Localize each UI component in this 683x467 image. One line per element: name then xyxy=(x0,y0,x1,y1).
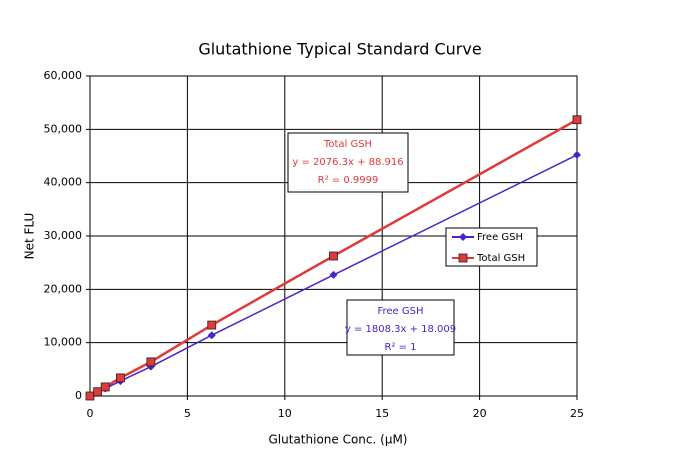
legend-label: Free GSH xyxy=(477,232,523,243)
marker xyxy=(207,331,216,340)
annotation-text: R² = 1 xyxy=(384,342,416,353)
x-axis-title: Glutathione Conc. (µM) xyxy=(269,433,408,447)
marker xyxy=(207,320,217,330)
marker xyxy=(116,373,125,383)
y-tick-label: 10,000 xyxy=(44,336,83,349)
marker xyxy=(329,270,338,279)
annotation-text: Total GSH xyxy=(323,139,372,150)
x-tick-label: 15 xyxy=(375,407,389,420)
x-tick-label: 20 xyxy=(473,407,487,420)
y-tick-label: 40,000 xyxy=(44,176,83,189)
annotation-box xyxy=(346,299,455,356)
marker xyxy=(85,391,95,401)
marker xyxy=(93,387,103,397)
plot-frame xyxy=(89,75,578,397)
marker xyxy=(146,357,156,367)
x-tick-label: 10 xyxy=(278,407,292,420)
x-tick-label: 5 xyxy=(184,407,191,420)
annotation-text: Free GSH xyxy=(377,306,423,317)
y-tick-label: 60,000 xyxy=(44,69,83,82)
marker xyxy=(572,115,582,125)
chart-title: Glutathione Typical Standard Curve xyxy=(198,40,481,59)
annotation-text: y = 2076.3x + 88.916 xyxy=(292,157,403,168)
y-tick-label: 30,000 xyxy=(44,229,83,242)
y-axis-title: Net FLU xyxy=(23,213,37,260)
y-tick-label: 50,000 xyxy=(44,122,83,135)
y-tick-label: 0 xyxy=(75,389,82,402)
annotation-text: y = 1808.3x + 18.009 xyxy=(345,324,456,335)
annotation-box xyxy=(287,132,409,193)
marker xyxy=(329,251,338,261)
marker xyxy=(573,150,581,159)
x-tick-label: 0 xyxy=(87,407,94,420)
y-tick-label: 20,000 xyxy=(44,282,83,295)
legend-marker xyxy=(458,253,468,263)
annotation-text: R² = 0.9999 xyxy=(318,175,379,186)
legend-label: Total GSH xyxy=(476,253,525,264)
x-tick-label: 25 xyxy=(570,407,584,420)
legend-marker xyxy=(459,233,467,241)
marker xyxy=(100,382,110,392)
